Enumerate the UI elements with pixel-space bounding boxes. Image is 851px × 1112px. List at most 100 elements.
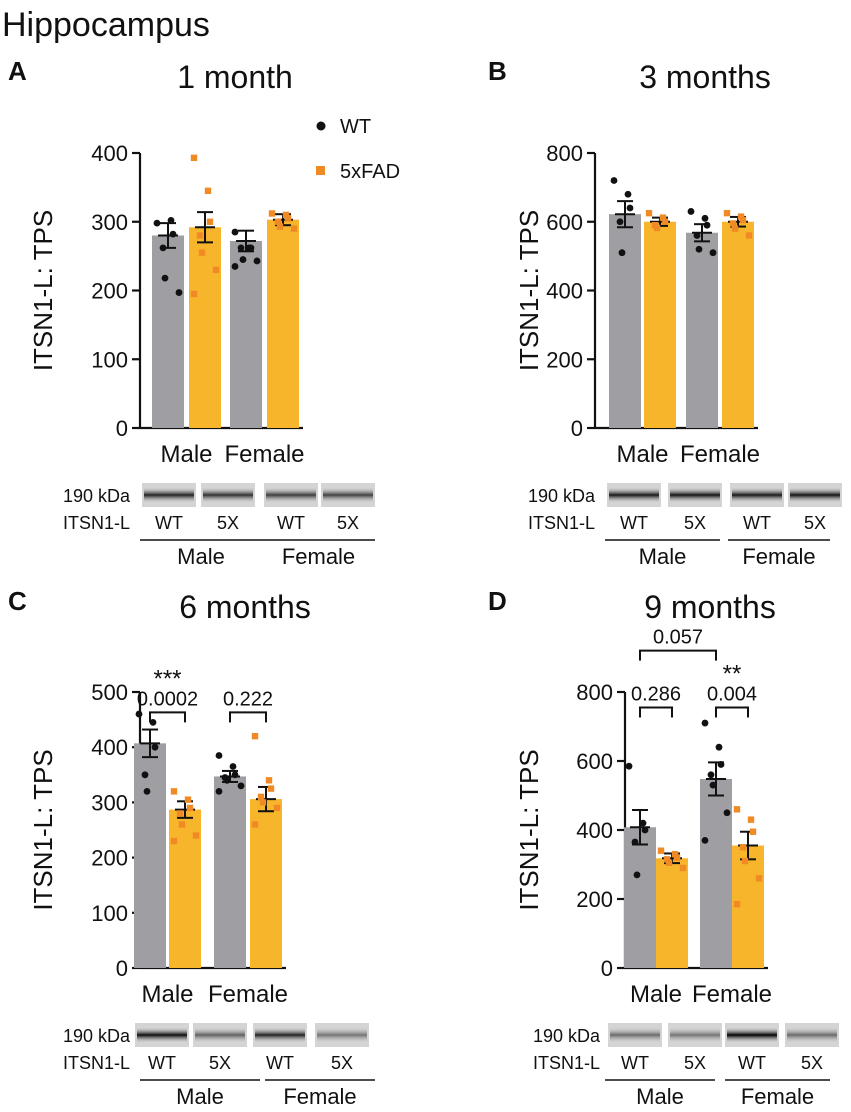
category-label: Female	[224, 441, 304, 468]
y-tick-label: 0	[571, 416, 583, 441]
category-label: Female	[680, 441, 760, 468]
data-point	[184, 796, 192, 803]
data-point	[633, 871, 641, 879]
blot-lane-label: 5X	[684, 1053, 706, 1073]
data-point	[237, 244, 245, 252]
blot-band	[610, 1026, 660, 1044]
blot-group-label: Male	[639, 544, 687, 569]
blot-group-label: Male	[636, 1084, 684, 1109]
data-point	[661, 218, 669, 225]
bar-5xfad-male	[189, 227, 221, 428]
data-point	[653, 224, 661, 232]
bar-wt-male	[624, 827, 656, 968]
p-value-label: 0.222	[223, 688, 273, 710]
panel-d: D 9 months ITSN1-L: TPS 0 200 400 600 800 Male Fe…	[488, 586, 839, 1109]
bar-5xfad-male	[644, 221, 676, 428]
data-point	[153, 219, 161, 227]
bar-5xfad-female	[267, 219, 299, 428]
blot-size-label: 190 kDa	[533, 1026, 601, 1046]
data-point	[695, 245, 703, 253]
blot-band	[732, 486, 782, 504]
bar-wt-female	[230, 241, 262, 428]
bar-5xfad-female	[722, 221, 754, 428]
data-point	[143, 787, 151, 795]
legend: WT 5xFAD	[316, 116, 400, 183]
bar-wt-female	[686, 232, 718, 428]
data-point	[741, 857, 749, 865]
panel-title: 3 months	[639, 59, 771, 95]
data-point	[673, 854, 681, 861]
panel-letter: D	[488, 586, 507, 616]
blot-size-label: 190 kDa	[63, 486, 131, 506]
blot-band	[670, 486, 720, 504]
category-label: Female	[208, 981, 288, 1008]
significance-bracket	[149, 711, 186, 723]
data-point	[701, 214, 709, 222]
blot-lane-label: WT	[148, 1053, 176, 1073]
data-point	[229, 763, 237, 770]
data-point	[693, 232, 701, 239]
data-point	[215, 752, 223, 759]
data-point	[723, 209, 731, 217]
significance-stars: ***	[153, 665, 181, 692]
y-tick-label: 0	[116, 416, 128, 441]
bar-wt-female	[214, 776, 246, 968]
blot-group-label: Female	[283, 1084, 356, 1109]
data-point	[709, 249, 717, 257]
blot-lane-label: WT	[277, 513, 305, 533]
y-tick-label: 0	[601, 956, 613, 981]
data-point	[717, 761, 725, 768]
blot-lane-label: 5X	[801, 1053, 823, 1073]
data-point	[723, 809, 731, 817]
data-point	[175, 289, 183, 296]
data-point	[159, 244, 167, 252]
bar-wt-male	[134, 743, 166, 968]
y-tick-label: 100	[91, 901, 128, 926]
panel-title: 9 months	[644, 589, 776, 625]
blot-lane-label: WT	[621, 1053, 649, 1073]
y-tick-label: 200	[576, 887, 613, 912]
data-point	[733, 900, 741, 908]
data-point	[749, 828, 757, 835]
blot-band	[255, 1026, 305, 1044]
blot-group-label: Female	[282, 544, 355, 569]
data-point	[745, 232, 753, 239]
data-point	[231, 263, 239, 270]
data-point	[169, 230, 177, 238]
blot-lane-label: WT	[620, 513, 648, 533]
y-tick-label: 500	[91, 680, 128, 705]
data-point	[265, 777, 273, 784]
data-point	[729, 220, 737, 227]
blot-protein-label: ITSN1-L	[63, 513, 130, 533]
blot-size-label: 190 kDa	[528, 486, 596, 506]
blot-lane-label: WT	[743, 513, 771, 533]
data-point	[284, 215, 292, 222]
blot-band	[727, 1026, 777, 1044]
panel-c: C 6 months ITSN1-L: TPS 0 100 200 300 400 500 Mal…	[8, 586, 375, 1109]
data-point	[631, 838, 639, 846]
data-point	[198, 249, 206, 256]
data-point	[212, 266, 220, 274]
data-point	[267, 785, 275, 792]
bar-wt-female	[700, 778, 732, 968]
data-point	[141, 771, 149, 779]
panel-a: A 1 month ITSN1-L: TPS 0 100 200 300 400 Male Fem…	[8, 56, 400, 569]
blot-group-label: Male	[176, 1084, 224, 1109]
blot-protein-label: ITSN1-L	[63, 1053, 130, 1073]
data-point	[274, 218, 282, 225]
data-point	[610, 177, 618, 184]
bar-wt-male	[152, 235, 184, 428]
category-label: Male	[160, 441, 212, 468]
category-label: Male	[616, 441, 668, 468]
data-point	[679, 864, 687, 872]
blot-lane-label: 5X	[337, 513, 359, 533]
y-axis-label: ITSN1-L: TPS	[514, 749, 544, 910]
p-value-label: 0.286	[631, 684, 681, 706]
data-point	[687, 208, 695, 215]
data-point	[616, 218, 624, 226]
y-tick-label: 200	[546, 347, 583, 372]
data-point	[251, 732, 259, 740]
data-point	[618, 249, 626, 257]
data-point	[215, 787, 223, 795]
